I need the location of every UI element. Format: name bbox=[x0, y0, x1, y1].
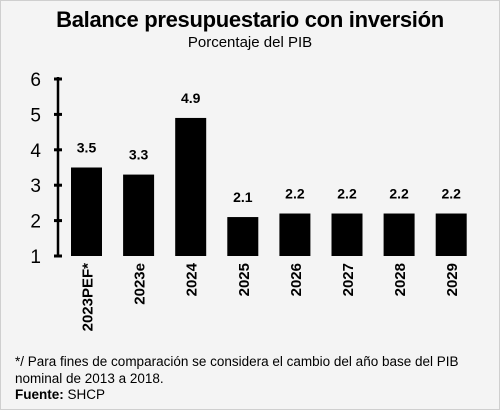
data-label: 2.2 bbox=[389, 186, 409, 202]
category-label: 2027 bbox=[340, 263, 357, 296]
bar bbox=[331, 213, 363, 256]
bar bbox=[71, 167, 102, 256]
data-label: 3.5 bbox=[77, 140, 97, 156]
bar bbox=[435, 213, 467, 256]
chart-title: Balance presupuestario con inversión bbox=[56, 7, 444, 32]
y-tick-label: 4 bbox=[30, 141, 41, 162]
y-tick-label: 5 bbox=[30, 105, 41, 126]
source-value: SHCP bbox=[67, 387, 106, 402]
y-tick-label: 3 bbox=[30, 176, 41, 197]
bar bbox=[383, 213, 415, 256]
data-label: 4.9 bbox=[181, 90, 201, 106]
bar bbox=[279, 213, 311, 256]
data-label: 3.3 bbox=[129, 147, 149, 163]
source-line: Fuente: SHCP bbox=[15, 387, 105, 402]
category-label: 2028 bbox=[392, 263, 409, 296]
bar-chart: 1 2 3 4 5 6 3.5 2023PEF* 3.3 2023e 4.9 2024 2.1 2025 2… bbox=[30, 70, 467, 332]
category-label: 2023PEF* bbox=[80, 263, 97, 332]
chart-subtitle: Porcentaje del PIB bbox=[187, 34, 313, 51]
category-label: 2023e bbox=[132, 263, 149, 305]
y-tick-label: 2 bbox=[30, 212, 41, 233]
category-label: 2025 bbox=[236, 263, 253, 296]
y-tick-label: 1 bbox=[30, 247, 41, 268]
bar bbox=[175, 117, 207, 256]
category-label: 2029 bbox=[444, 263, 461, 296]
data-label: 2.1 bbox=[233, 189, 253, 205]
data-label: 2.2 bbox=[441, 186, 461, 202]
source-label: Fuente: bbox=[15, 387, 64, 402]
bar bbox=[227, 217, 259, 256]
y-tick-label: 6 bbox=[30, 70, 41, 91]
data-label: 2.2 bbox=[337, 186, 357, 202]
bar bbox=[123, 174, 155, 256]
data-label: 2.2 bbox=[285, 186, 305, 202]
category-label: 2024 bbox=[184, 262, 201, 296]
category-label: 2026 bbox=[288, 263, 305, 296]
footnote: */ Para fines de comparación se consider… bbox=[15, 354, 459, 386]
